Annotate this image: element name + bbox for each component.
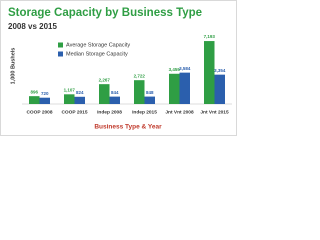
bar <box>204 41 215 104</box>
bar <box>214 74 225 104</box>
data-label: 3,354 <box>214 68 226 73</box>
y-axis-label: 1,000 Bushels <box>10 48 16 85</box>
data-label: 844 <box>111 90 119 95</box>
bar <box>134 80 145 104</box>
data-label: 896 <box>30 89 38 94</box>
data-label: 2,722 <box>134 73 146 78</box>
legend-swatch <box>58 51 63 57</box>
chart-subtitle: 2008 vs 2015 <box>8 22 57 31</box>
x-tick-label: Jnt Vnt 2015 <box>200 109 229 115</box>
legend-label: Average Storage Capacity <box>66 42 130 48</box>
x-tick-label: COOP 2008 <box>26 109 52 115</box>
x-tick-label: COOP 2015 <box>61 109 87 115</box>
x-tick-label: Indep 2008 <box>97 109 122 115</box>
data-label: 7,193 <box>204 34 216 39</box>
bar <box>99 84 110 104</box>
bar <box>64 94 75 104</box>
x-tick-label: Jnt Vnt 2008 <box>165 109 194 115</box>
bar <box>169 73 180 104</box>
bar <box>74 96 85 104</box>
data-label: 2,267 <box>99 77 111 82</box>
legend-swatch <box>58 42 63 48</box>
data-label: 3,455 <box>169 67 181 72</box>
data-label: 720 <box>41 91 49 96</box>
frame <box>0 0 237 136</box>
bar <box>144 96 155 104</box>
bar <box>29 96 40 104</box>
data-label: 1,107 <box>64 88 76 93</box>
chart: Storage Capacity by Business Type 2008 v… <box>0 0 237 136</box>
data-label: 824 <box>76 90 84 95</box>
bar <box>39 97 50 104</box>
data-label: 848 <box>146 90 154 95</box>
chart-title: Storage Capacity by Business Type <box>8 7 202 19</box>
bar <box>109 96 120 104</box>
legend-label: Median Storage Capacity <box>66 51 128 57</box>
data-label: 3,584 <box>179 66 191 71</box>
x-axis-label: Business Type & Year <box>94 124 162 131</box>
x-tick-label: Indep 2015 <box>132 109 157 115</box>
bar <box>179 72 190 104</box>
